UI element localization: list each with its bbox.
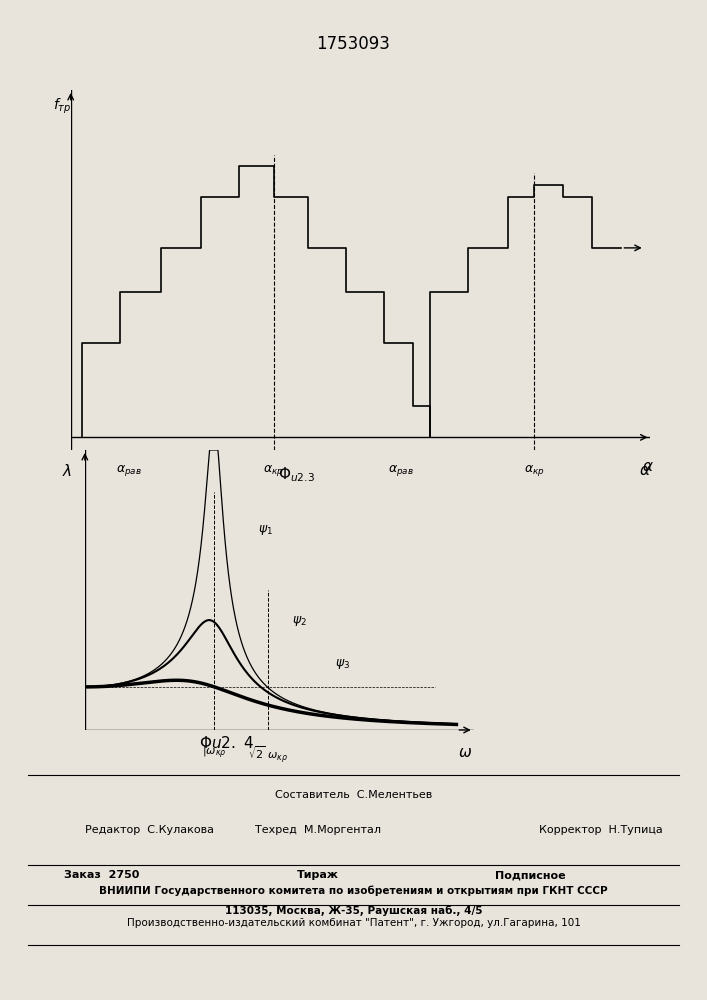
Text: Редактор  С.Кулакова: Редактор С.Кулакова [85,825,214,835]
Text: $f_{тр}$: $f_{тр}$ [53,96,71,116]
Text: ВНИИПИ Государственного комитета по изобретениям и открытиям при ГКНТ СССР: ВНИИПИ Государственного комитета по изоб… [99,885,608,896]
Text: $\Phi u\mathit{2.}\ 4$: $\Phi u\mathit{2.}\ 4$ [199,735,254,751]
Text: $\alpha_{рав}$: $\alpha_{рав}$ [116,463,141,478]
Text: $\alpha$: $\alpha$ [642,459,653,474]
Text: $|\omega_{\kappa\rho}$: $|\omega_{\kappa\rho}$ [202,745,227,761]
Text: $\omega$: $\omega$ [458,745,472,760]
Text: $\lambda$: $\lambda$ [62,463,73,479]
Text: $\psi_1$: $\psi_1$ [257,523,273,537]
Text: Заказ  2750: Заказ 2750 [64,870,139,880]
Text: $\Phi_{u2.3}$: $\Phi_{u2.3}$ [279,465,315,484]
Text: Составитель  С.Мелентьев: Составитель С.Мелентьев [275,790,432,800]
Text: Тираж: Тираж [297,870,339,880]
Text: Подписное: Подписное [495,870,566,880]
Text: 113035, Москва, Ж-35, Раушская наб., 4/5: 113035, Москва, Ж-35, Раушская наб., 4/5 [225,905,482,916]
Text: $\sqrt{2}\ \omega_{\kappa\rho}$: $\sqrt{2}\ \omega_{\kappa\rho}$ [248,745,288,766]
Text: $\alpha_{кр}$: $\alpha_{кр}$ [524,463,545,478]
Text: 1753093: 1753093 [317,35,390,53]
Text: $\alpha_{кр}$: $\alpha_{кр}$ [263,463,284,478]
Text: Производственно-издательский комбинат "Патент", г. Ужгород, ул.Гагарина, 101: Производственно-издательский комбинат "П… [127,918,580,928]
Text: $\psi_3$: $\psi_3$ [335,657,351,671]
Text: $\psi_2$: $\psi_2$ [292,614,307,628]
Text: $\alpha$: $\alpha$ [638,463,650,478]
Text: $\alpha_{рав}$: $\alpha_{рав}$ [388,463,414,478]
Text: Корректор  Н.Тупица: Корректор Н.Тупица [539,825,663,835]
Text: Техред  М.Моргентал: Техред М.Моргентал [255,825,381,835]
